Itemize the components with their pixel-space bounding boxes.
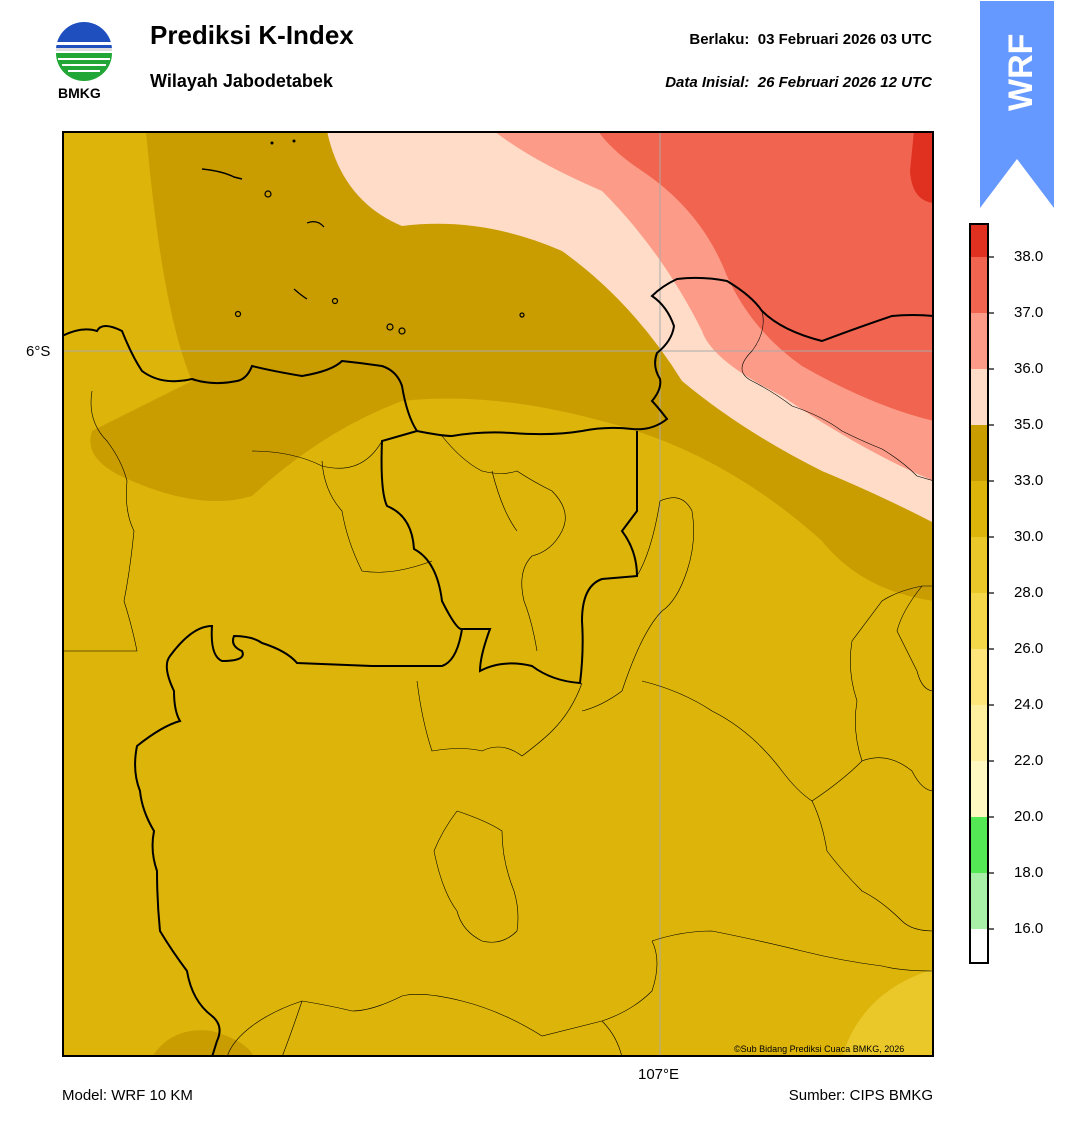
- map-frame: [62, 131, 934, 1057]
- colorbar-tick-label: 20.0: [1014, 808, 1044, 825]
- colorbar-tick-label: 33.0: [1014, 472, 1044, 489]
- coastline: [61, 276, 935, 438]
- island: [386, 323, 394, 331]
- island: [293, 288, 308, 300]
- colorbar-bin: [970, 313, 988, 369]
- colorbar-bin: [970, 817, 988, 873]
- district-boundaries: [62, 310, 935, 1058]
- island: [264, 190, 272, 198]
- colorbar-bin: [970, 537, 988, 593]
- colorbar: [968, 222, 1028, 967]
- colorbar-tick-label: 30.0: [1014, 528, 1044, 545]
- longitude-label: 107°E: [638, 1066, 680, 1083]
- island: [306, 221, 325, 228]
- k-index-patch-bottom-right: [842, 969, 934, 1057]
- colorbar-bin: [970, 649, 988, 705]
- wrf-badge-shape: [980, 1, 1054, 208]
- valid-time: Berlaku: 03 Februari 2026 03 UTC: [689, 31, 932, 48]
- island: [292, 139, 296, 143]
- valid-label: Berlaku:: [689, 31, 750, 48]
- island: [201, 168, 243, 180]
- colorbar-bin: [970, 425, 988, 481]
- island: [331, 297, 339, 305]
- colorbar-bin: [970, 257, 988, 313]
- init-time: Data Inisial: 26 Februari 2026 12 UTC: [665, 74, 932, 91]
- wrf-badge: WRF: [980, 1, 1054, 208]
- island: [234, 310, 242, 318]
- page-title: Prediksi K-Index: [150, 20, 354, 50]
- colorbar-tick-label: 22.0: [1014, 752, 1044, 769]
- k-index-map: [61, 131, 935, 1058]
- colorbar-tick-label: 28.0: [1014, 584, 1044, 601]
- bmkg-logo-icon: [56, 22, 112, 81]
- colorbar-bin: [970, 224, 988, 257]
- island: [270, 141, 274, 145]
- latitude-label: 6°S: [26, 343, 51, 360]
- colorbar-bin: [970, 873, 988, 929]
- k-index-region-high-3: [598, 131, 934, 421]
- map-credit: ©Sub Bidang Prediksi Cuaca BMKG, 2026: [734, 1044, 905, 1054]
- bmkg-logo: [52, 20, 116, 86]
- k-index-region-high-4: [910, 131, 934, 203]
- valid-value: 03 Februari 2026 03 UTC: [757, 31, 932, 48]
- logo-text: BMKG: [58, 85, 101, 101]
- page-subtitle: Wilayah Jabodetabek: [150, 71, 333, 91]
- wrf-badge-text: WRF: [1002, 33, 1040, 111]
- colorbar-svg: [969, 223, 994, 964]
- footer-model: Model: WRF 10 KM: [62, 1087, 193, 1104]
- island: [398, 327, 406, 335]
- k-index-patch-bottom-left: [152, 1030, 254, 1057]
- island: [519, 312, 525, 318]
- colorbar-tick-label: 26.0: [1014, 640, 1044, 657]
- colorbar-tick-label: 36.0: [1014, 360, 1044, 377]
- colorbar-tick-label: 35.0: [1014, 416, 1044, 433]
- colorbar-bin: [970, 593, 988, 649]
- colorbar-bin: [970, 369, 988, 425]
- colorbar-bin: [970, 705, 988, 761]
- map-panel: [61, 131, 935, 1058]
- colorbar-tick-label: 38.0: [1014, 248, 1044, 265]
- colorbar-tick-label: 37.0: [1014, 304, 1044, 321]
- province-boundary: [134, 624, 463, 1058]
- colorbar-bin: [970, 761, 988, 817]
- init-label: Data Inisial:: [665, 74, 750, 91]
- colorbar-tick-label: 24.0: [1014, 696, 1044, 713]
- colorbar-tick-label: 16.0: [1014, 920, 1044, 937]
- colorbar-bin: [970, 929, 988, 963]
- footer-source: Sumber: CIPS BMKG: [788, 1087, 933, 1104]
- colorbar-bin: [970, 481, 988, 537]
- colorbar-tick-label: 18.0: [1014, 864, 1044, 881]
- province-boundary: [380, 430, 639, 685]
- init-value: 26 Februari 2026 12 UTC: [757, 74, 932, 91]
